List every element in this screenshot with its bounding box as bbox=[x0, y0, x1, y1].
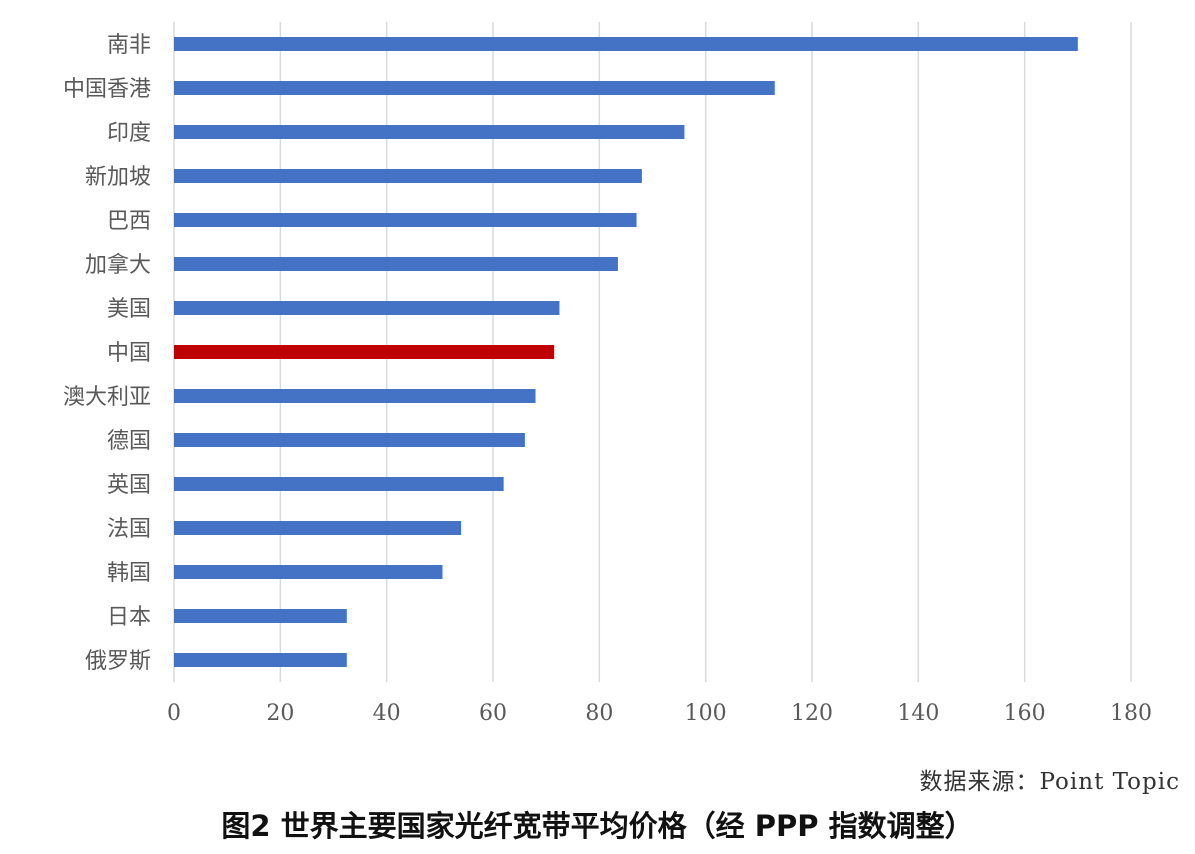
bar bbox=[174, 389, 536, 403]
category-label: 英国 bbox=[107, 473, 151, 498]
category-label: 澳大利亚 bbox=[63, 385, 151, 410]
x-tick-label: 160 bbox=[1004, 701, 1046, 726]
x-tick-label: 40 bbox=[373, 701, 401, 726]
bar bbox=[174, 345, 555, 359]
category-label: 韩国 bbox=[107, 561, 151, 586]
category-label: 法国 bbox=[107, 517, 151, 542]
category-label: 俄罗斯 bbox=[85, 649, 151, 674]
bar bbox=[174, 213, 637, 227]
source-note: 数据来源：Point Topic bbox=[919, 769, 1180, 795]
category-label: 南非 bbox=[107, 33, 151, 58]
bar bbox=[174, 477, 504, 491]
category-label: 德国 bbox=[107, 429, 151, 454]
category-label: 中国香港 bbox=[63, 77, 151, 102]
x-tick-labels: 0 20 40 60 80 100 120 140 160 180 bbox=[167, 701, 1152, 726]
x-tick-label: 180 bbox=[1110, 701, 1152, 726]
category-label: 日本 bbox=[107, 605, 151, 630]
bar bbox=[174, 521, 462, 535]
bar bbox=[174, 301, 560, 315]
x-tick-label: 140 bbox=[897, 701, 939, 726]
bar bbox=[174, 125, 685, 139]
bar bbox=[174, 169, 642, 183]
x-tick-label: 80 bbox=[585, 701, 613, 726]
bar bbox=[174, 565, 443, 579]
x-tick-label: 0 bbox=[167, 701, 181, 726]
bar bbox=[174, 433, 525, 447]
category-label: 新加坡 bbox=[85, 165, 151, 190]
x-tick-label: 120 bbox=[791, 701, 833, 726]
bar bbox=[174, 653, 347, 667]
x-tick-label: 60 bbox=[479, 701, 507, 726]
x-tick-label: 100 bbox=[685, 701, 727, 726]
bar bbox=[174, 81, 775, 95]
category-label: 中国 bbox=[107, 341, 151, 366]
figure-caption: 图2 世界主要国家光纤宽带平均价格（经 PPP 指数调整） bbox=[221, 809, 974, 843]
bars bbox=[174, 37, 1078, 667]
bar bbox=[174, 609, 347, 623]
bar bbox=[174, 257, 618, 271]
bar bbox=[174, 37, 1078, 51]
category-label: 加拿大 bbox=[85, 252, 151, 278]
category-label: 印度 bbox=[107, 121, 151, 146]
x-tick-label: 20 bbox=[266, 701, 294, 726]
category-label: 美国 bbox=[107, 297, 151, 322]
category-label: 巴西 bbox=[107, 209, 151, 234]
